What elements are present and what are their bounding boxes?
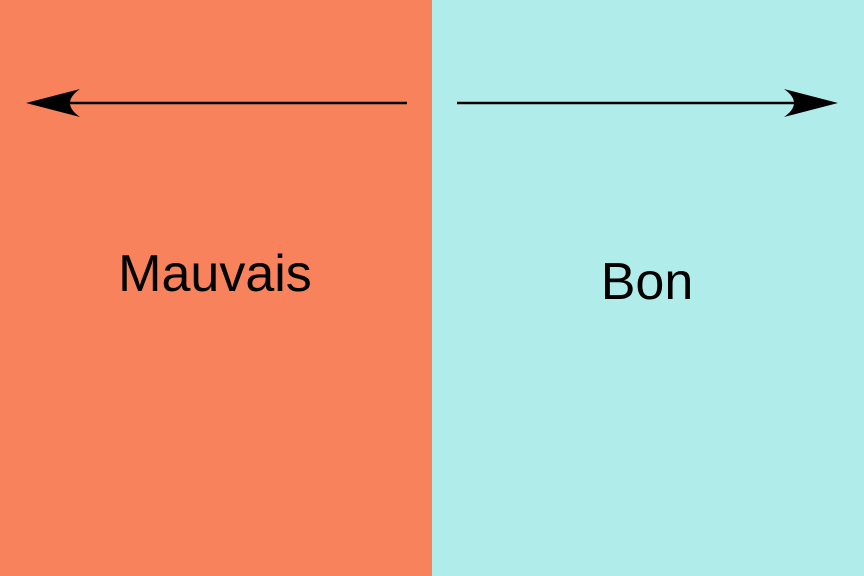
good-panel: Bon xyxy=(432,0,864,576)
arrow-right-head xyxy=(784,89,838,117)
bad-panel: Mauvais xyxy=(0,0,432,576)
good-label: Bon xyxy=(600,253,694,311)
arrow-left-icon xyxy=(26,89,407,117)
arrow-right-icon xyxy=(457,89,838,117)
arrow-left-head xyxy=(26,89,80,117)
bad-label: Mauvais xyxy=(118,245,312,303)
